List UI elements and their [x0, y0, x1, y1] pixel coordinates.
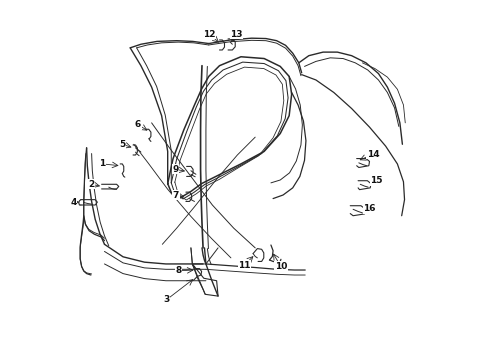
Text: 7: 7	[172, 190, 179, 199]
Text: 4: 4	[70, 198, 77, 207]
Text: 2: 2	[88, 180, 95, 189]
Text: 11: 11	[238, 261, 250, 270]
Text: 6: 6	[135, 120, 141, 129]
Text: 14: 14	[366, 150, 379, 159]
Text: 15: 15	[370, 176, 382, 185]
Text: 1: 1	[99, 159, 105, 168]
Text: 13: 13	[230, 30, 243, 39]
Text: 10: 10	[274, 262, 286, 271]
Text: 16: 16	[363, 204, 375, 213]
Text: 5: 5	[119, 140, 125, 149]
Text: 3: 3	[163, 295, 169, 304]
Text: 9: 9	[172, 165, 178, 174]
Text: 8: 8	[175, 266, 182, 275]
Text: 12: 12	[203, 30, 215, 39]
